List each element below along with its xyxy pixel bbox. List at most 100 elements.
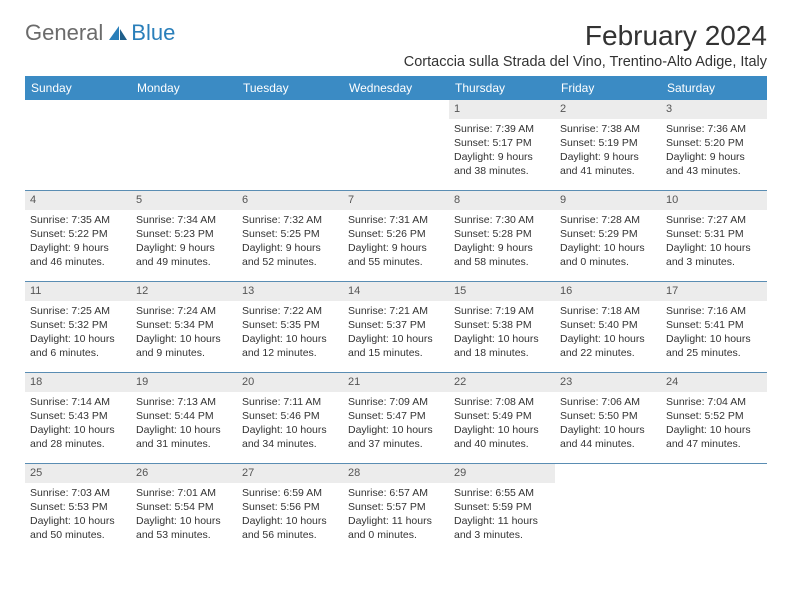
day-details: Sunrise: 7:13 AMSunset: 5:44 PMDaylight:…: [131, 392, 237, 455]
weekday-header: Monday: [131, 76, 237, 100]
day-cell: 24Sunrise: 7:04 AMSunset: 5:52 PMDayligh…: [661, 373, 767, 464]
day-number: 5: [131, 191, 237, 210]
day-number: 22: [449, 373, 555, 392]
day-details: Sunrise: 7:25 AMSunset: 5:32 PMDaylight:…: [25, 301, 131, 364]
day-number: 7: [343, 191, 449, 210]
page-title: February 2024: [404, 20, 767, 52]
weekday-header-row: SundayMondayTuesdayWednesdayThursdayFrid…: [25, 76, 767, 100]
day-cell: 17Sunrise: 7:16 AMSunset: 5:41 PMDayligh…: [661, 282, 767, 373]
day-cell: 27Sunrise: 6:59 AMSunset: 5:56 PMDayligh…: [237, 464, 343, 555]
weekday-header: Thursday: [449, 76, 555, 100]
weekday-header: Wednesday: [343, 76, 449, 100]
day-cell: 16Sunrise: 7:18 AMSunset: 5:40 PMDayligh…: [555, 282, 661, 373]
day-details: Sunrise: 7:19 AMSunset: 5:38 PMDaylight:…: [449, 301, 555, 364]
day-number: 28: [343, 464, 449, 483]
day-number: 13: [237, 282, 343, 301]
day-details: Sunrise: 7:06 AMSunset: 5:50 PMDaylight:…: [555, 392, 661, 455]
day-number: 29: [449, 464, 555, 483]
day-details: Sunrise: 7:32 AMSunset: 5:25 PMDaylight:…: [237, 210, 343, 273]
day-cell: 7Sunrise: 7:31 AMSunset: 5:26 PMDaylight…: [343, 191, 449, 282]
day-number: 3: [661, 100, 767, 119]
day-cell: 28Sunrise: 6:57 AMSunset: 5:57 PMDayligh…: [343, 464, 449, 555]
day-details: Sunrise: 7:09 AMSunset: 5:47 PMDaylight:…: [343, 392, 449, 455]
empty-day: [131, 100, 237, 191]
location: Cortaccia sulla Strada del Vino, Trentin…: [404, 54, 767, 70]
day-cell: 2Sunrise: 7:38 AMSunset: 5:19 PMDaylight…: [555, 100, 661, 191]
logo-sail-icon: [107, 24, 129, 42]
day-number: 11: [25, 282, 131, 301]
day-number: 2: [555, 100, 661, 119]
logo-text-general: General: [25, 20, 103, 46]
day-cell: 8Sunrise: 7:30 AMSunset: 5:28 PMDaylight…: [449, 191, 555, 282]
day-details: Sunrise: 7:24 AMSunset: 5:34 PMDaylight:…: [131, 301, 237, 364]
day-number: 19: [131, 373, 237, 392]
day-number: 18: [25, 373, 131, 392]
day-cell: 29Sunrise: 6:55 AMSunset: 5:59 PMDayligh…: [449, 464, 555, 555]
day-cell: 23Sunrise: 7:06 AMSunset: 5:50 PMDayligh…: [555, 373, 661, 464]
day-details: Sunrise: 7:21 AMSunset: 5:37 PMDaylight:…: [343, 301, 449, 364]
day-details: Sunrise: 6:55 AMSunset: 5:59 PMDaylight:…: [449, 483, 555, 546]
day-number: 12: [131, 282, 237, 301]
day-cell: 18Sunrise: 7:14 AMSunset: 5:43 PMDayligh…: [25, 373, 131, 464]
day-number: 23: [555, 373, 661, 392]
logo: General Blue: [25, 20, 175, 46]
title-block: February 2024 Cortaccia sulla Strada del…: [404, 20, 767, 70]
day-number: 24: [661, 373, 767, 392]
day-cell: 6Sunrise: 7:32 AMSunset: 5:25 PMDaylight…: [237, 191, 343, 282]
day-cell: 11Sunrise: 7:25 AMSunset: 5:32 PMDayligh…: [25, 282, 131, 373]
day-cell: 25Sunrise: 7:03 AMSunset: 5:53 PMDayligh…: [25, 464, 131, 555]
day-details: Sunrise: 6:59 AMSunset: 5:56 PMDaylight:…: [237, 483, 343, 546]
empty-day: [661, 464, 767, 555]
day-number: 20: [237, 373, 343, 392]
day-cell: 13Sunrise: 7:22 AMSunset: 5:35 PMDayligh…: [237, 282, 343, 373]
day-number: 8: [449, 191, 555, 210]
weekday-header: Saturday: [661, 76, 767, 100]
day-details: Sunrise: 7:36 AMSunset: 5:20 PMDaylight:…: [661, 119, 767, 182]
calendar-row: 18Sunrise: 7:14 AMSunset: 5:43 PMDayligh…: [25, 373, 767, 464]
empty-day: [237, 100, 343, 191]
day-details: Sunrise: 7:01 AMSunset: 5:54 PMDaylight:…: [131, 483, 237, 546]
day-cell: 12Sunrise: 7:24 AMSunset: 5:34 PMDayligh…: [131, 282, 237, 373]
calendar-grid: SundayMondayTuesdayWednesdayThursdayFrid…: [25, 76, 767, 554]
day-details: Sunrise: 7:14 AMSunset: 5:43 PMDaylight:…: [25, 392, 131, 455]
day-number: 4: [25, 191, 131, 210]
day-cell: 10Sunrise: 7:27 AMSunset: 5:31 PMDayligh…: [661, 191, 767, 282]
calendar-row: 11Sunrise: 7:25 AMSunset: 5:32 PMDayligh…: [25, 282, 767, 373]
empty-day: [343, 100, 449, 191]
empty-day: [555, 464, 661, 555]
day-details: Sunrise: 7:03 AMSunset: 5:53 PMDaylight:…: [25, 483, 131, 546]
day-details: Sunrise: 7:27 AMSunset: 5:31 PMDaylight:…: [661, 210, 767, 273]
day-details: Sunrise: 7:34 AMSunset: 5:23 PMDaylight:…: [131, 210, 237, 273]
day-number: 14: [343, 282, 449, 301]
day-number: 10: [661, 191, 767, 210]
day-cell: 22Sunrise: 7:08 AMSunset: 5:49 PMDayligh…: [449, 373, 555, 464]
calendar-body: 1Sunrise: 7:39 AMSunset: 5:17 PMDaylight…: [25, 100, 767, 554]
day-cell: 4Sunrise: 7:35 AMSunset: 5:22 PMDaylight…: [25, 191, 131, 282]
day-cell: 14Sunrise: 7:21 AMSunset: 5:37 PMDayligh…: [343, 282, 449, 373]
day-details: Sunrise: 7:28 AMSunset: 5:29 PMDaylight:…: [555, 210, 661, 273]
calendar-row: 25Sunrise: 7:03 AMSunset: 5:53 PMDayligh…: [25, 464, 767, 555]
weekday-header: Friday: [555, 76, 661, 100]
day-number: 1: [449, 100, 555, 119]
day-number: 27: [237, 464, 343, 483]
day-cell: 3Sunrise: 7:36 AMSunset: 5:20 PMDaylight…: [661, 100, 767, 191]
day-cell: 1Sunrise: 7:39 AMSunset: 5:17 PMDaylight…: [449, 100, 555, 191]
day-number: 15: [449, 282, 555, 301]
day-number: 21: [343, 373, 449, 392]
weekday-header: Sunday: [25, 76, 131, 100]
day-cell: 15Sunrise: 7:19 AMSunset: 5:38 PMDayligh…: [449, 282, 555, 373]
day-details: Sunrise: 7:22 AMSunset: 5:35 PMDaylight:…: [237, 301, 343, 364]
day-cell: 21Sunrise: 7:09 AMSunset: 5:47 PMDayligh…: [343, 373, 449, 464]
day-details: Sunrise: 7:08 AMSunset: 5:49 PMDaylight:…: [449, 392, 555, 455]
day-number: 6: [237, 191, 343, 210]
day-details: Sunrise: 7:39 AMSunset: 5:17 PMDaylight:…: [449, 119, 555, 182]
day-details: Sunrise: 6:57 AMSunset: 5:57 PMDaylight:…: [343, 483, 449, 546]
day-details: Sunrise: 7:11 AMSunset: 5:46 PMDaylight:…: [237, 392, 343, 455]
header: General Blue February 2024 Cortaccia sul…: [25, 20, 767, 70]
day-details: Sunrise: 7:18 AMSunset: 5:40 PMDaylight:…: [555, 301, 661, 364]
day-number: 26: [131, 464, 237, 483]
calendar-row: 4Sunrise: 7:35 AMSunset: 5:22 PMDaylight…: [25, 191, 767, 282]
day-details: Sunrise: 7:38 AMSunset: 5:19 PMDaylight:…: [555, 119, 661, 182]
day-number: 16: [555, 282, 661, 301]
logo-text-blue: Blue: [131, 20, 175, 46]
